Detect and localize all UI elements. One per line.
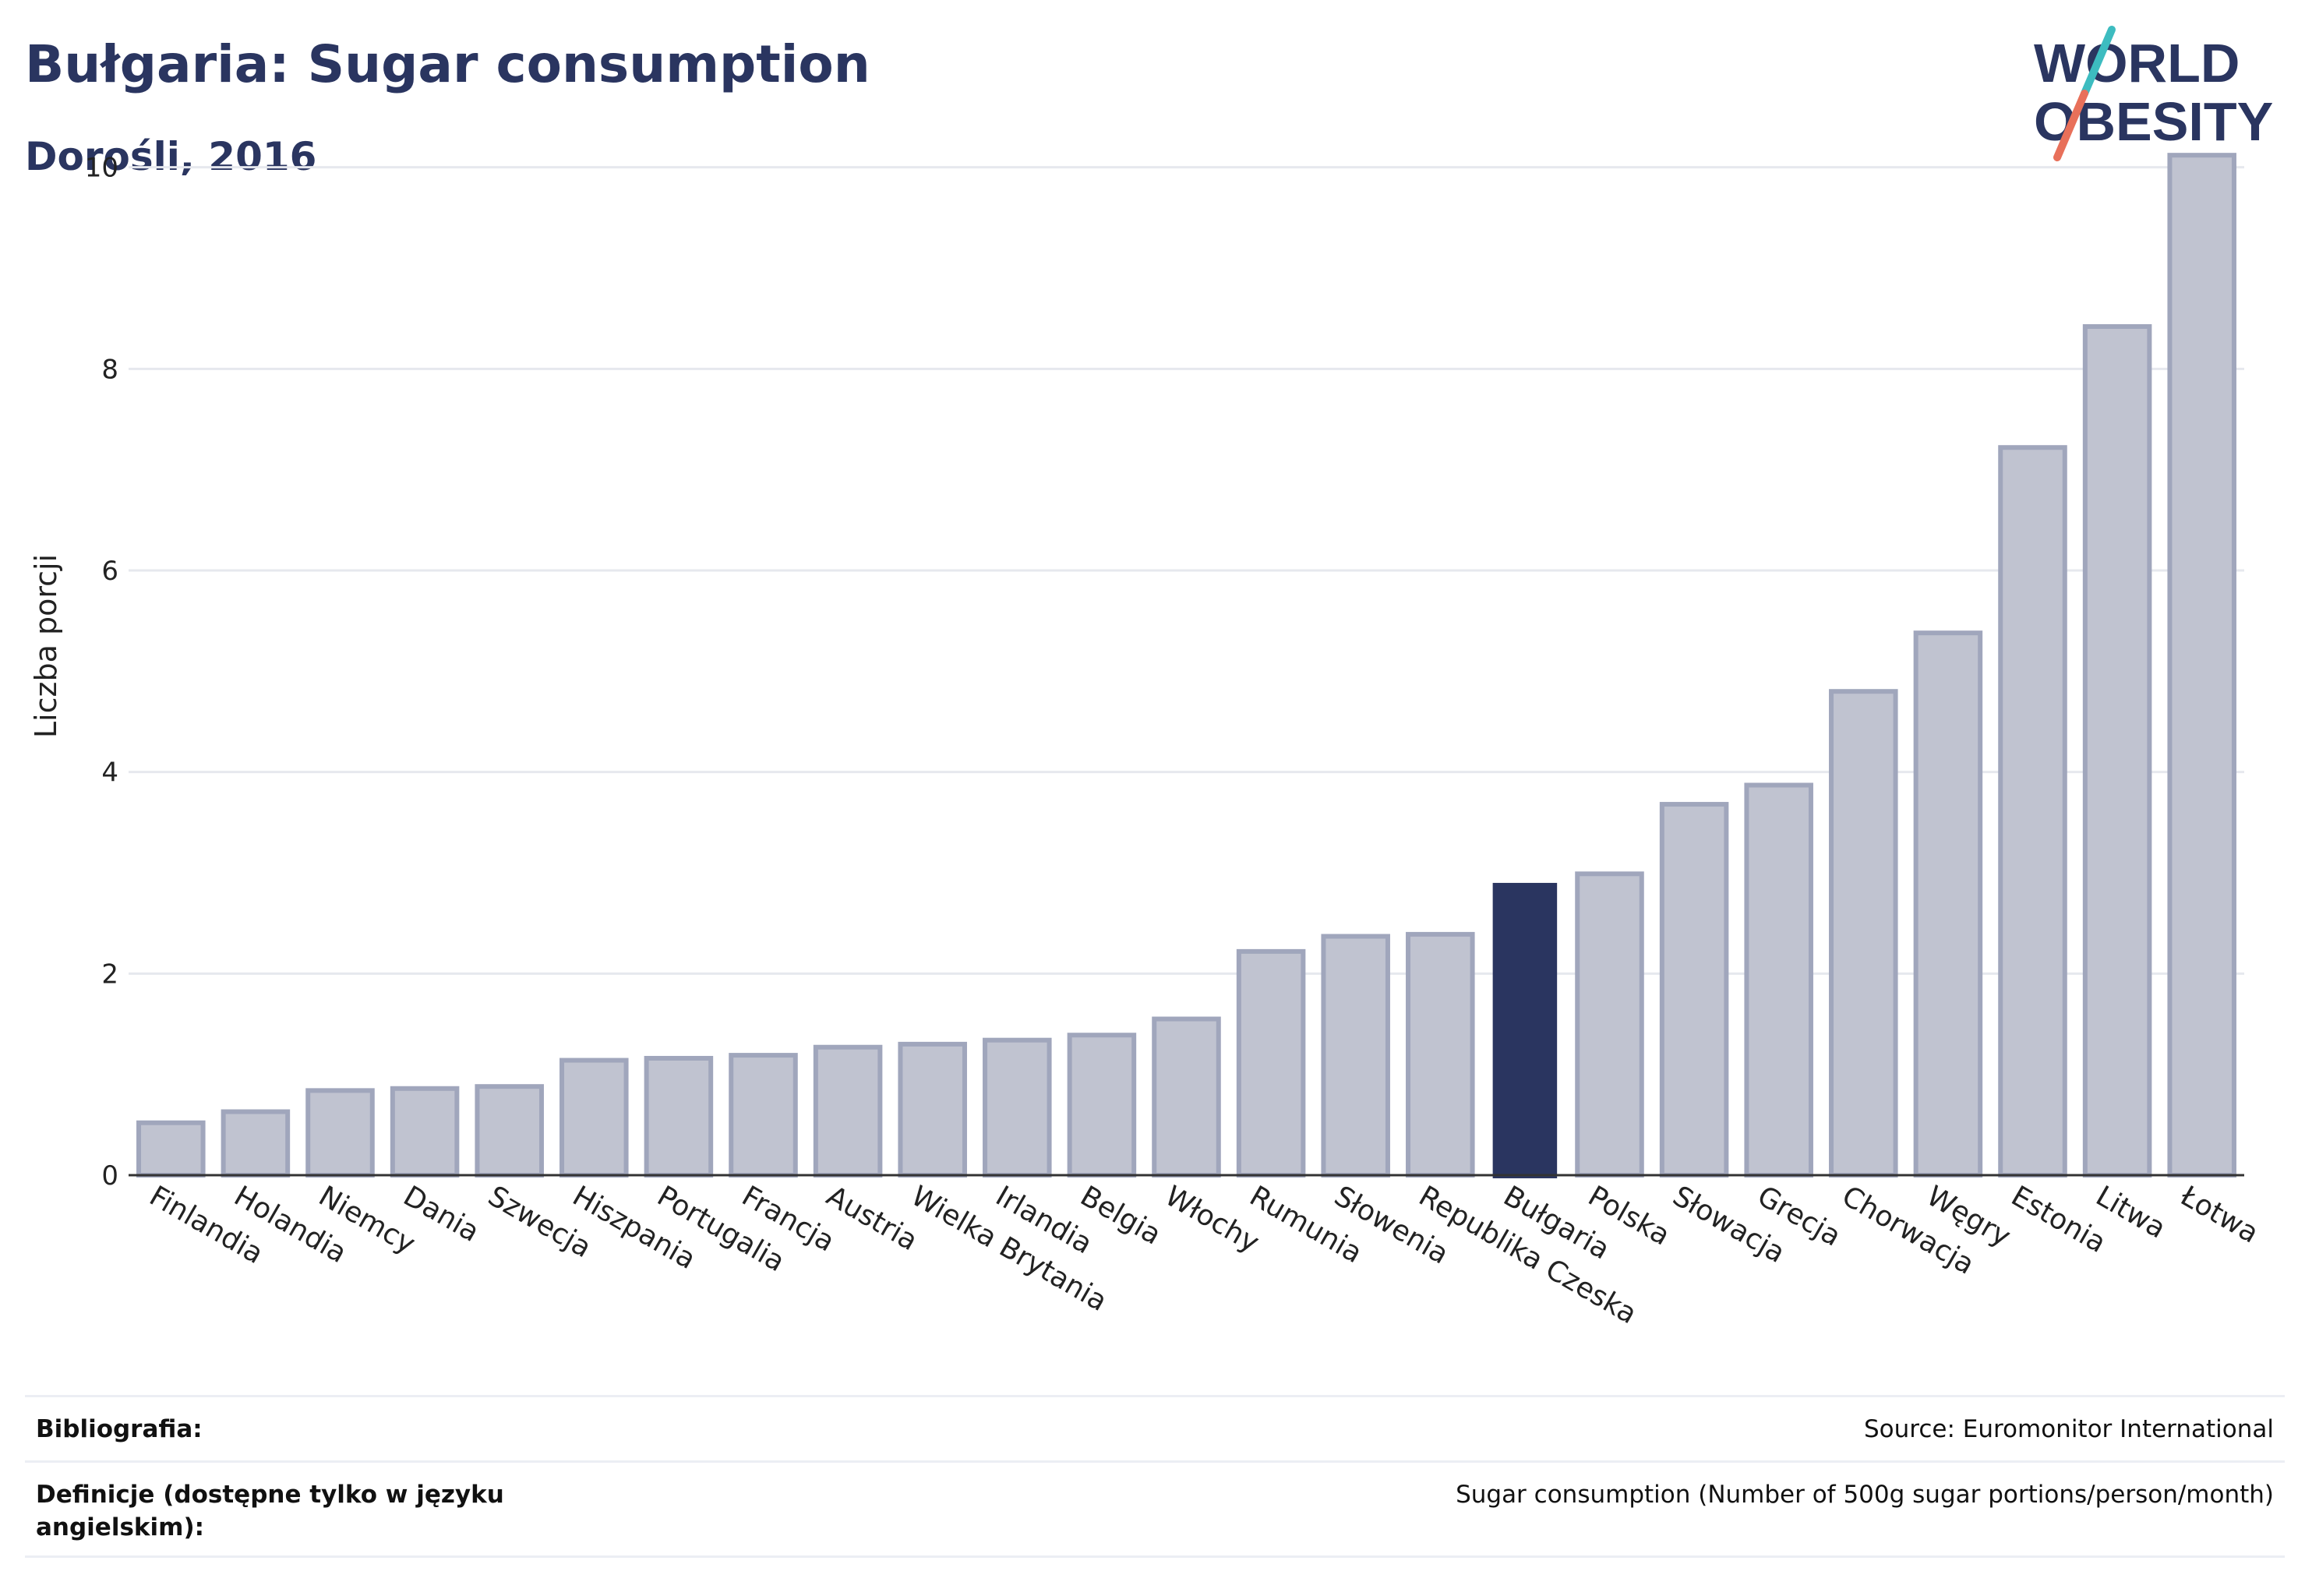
- bar-irlandia: [983, 1037, 1052, 1178]
- bar-estonia: [1998, 445, 2067, 1178]
- bar-łotwa: [2167, 153, 2236, 1178]
- x-tick-label: Estonia: [2006, 1180, 2111, 1259]
- bar-hiszpania: [559, 1058, 629, 1178]
- bar-francja: [729, 1053, 798, 1178]
- bar-finlandia: [136, 1120, 206, 1178]
- page-title: Bułgaria: Sugar consumption: [25, 34, 870, 94]
- footer-bibliography-row: Bibliografia: Source: Euromonitor Intern…: [25, 1395, 2285, 1463]
- bar-szwecja: [475, 1084, 544, 1178]
- definitions-value: Sugar consumption (Number of 500g sugar …: [1456, 1481, 2274, 1509]
- definitions-label-line2: angielskim):: [36, 1513, 205, 1541]
- bibliography-label: Bibliografia:: [36, 1415, 203, 1443]
- logo-text-world: WORLD: [2034, 33, 2240, 94]
- x-tick-label: Austria: [821, 1180, 923, 1257]
- x-tick-label: Łotwa: [2174, 1180, 2264, 1250]
- x-tick-label: Włochy: [1160, 1180, 1265, 1259]
- y-tick-label: 2: [101, 959, 118, 990]
- bar-dania: [390, 1086, 460, 1178]
- logo-slash-red: [2053, 90, 2088, 161]
- bar-słowacja: [1659, 802, 1729, 1178]
- bibliography-value: Source: Euromonitor International: [1863, 1415, 2274, 1443]
- axes: Liczba porcji: [29, 554, 2244, 1177]
- bar-chorwacja: [1829, 689, 1898, 1178]
- y-axis-label: Liczba porcji: [29, 554, 63, 738]
- bar-polska: [1575, 871, 1644, 1178]
- page-subtitle: Dorośli, 2016: [25, 134, 317, 179]
- bar-republika-czeska: [1406, 931, 1475, 1178]
- bar-niemcy: [305, 1088, 375, 1178]
- y-tick-label: 6: [101, 556, 118, 587]
- bar-austria: [813, 1044, 883, 1178]
- bar-portugalia: [644, 1055, 714, 1178]
- logo-slash-teal: [2081, 26, 2116, 97]
- bar-chart: Liczba porcji 0246810FinlandiaHolandiaNi…: [29, 153, 2264, 1331]
- definitions-label: Definicje (dostępne tylko w języku angie…: [36, 1478, 504, 1544]
- bar-litwa: [2082, 324, 2152, 1178]
- bar-włochy: [1152, 1016, 1221, 1178]
- y-tick-label: 0: [101, 1160, 118, 1192]
- bar-węgry: [1913, 630, 1983, 1178]
- bars: [136, 153, 2236, 1178]
- bar-bułgaria: [1492, 882, 1558, 1178]
- footer-definitions-row: Definicje (dostępne tylko w języku angie…: [25, 1460, 2285, 1558]
- y-tick-label: 10: [85, 153, 118, 184]
- bar-grecja: [1744, 782, 1813, 1178]
- world-obesity-logo: WORLD OBESITY: [2034, 26, 2273, 161]
- bar-wielka-brytania: [898, 1041, 967, 1178]
- y-tick-label: 4: [101, 757, 118, 789]
- bar-słowenia: [1321, 934, 1390, 1178]
- y-tick-label: 8: [101, 354, 118, 385]
- footer-bottom-rule: [25, 1555, 2285, 1558]
- bar-belgia: [1067, 1033, 1137, 1178]
- definitions-label-line1: Definicje (dostępne tylko w języku: [36, 1481, 504, 1509]
- bar-holandia: [221, 1109, 291, 1178]
- bar-rumunia: [1236, 948, 1306, 1178]
